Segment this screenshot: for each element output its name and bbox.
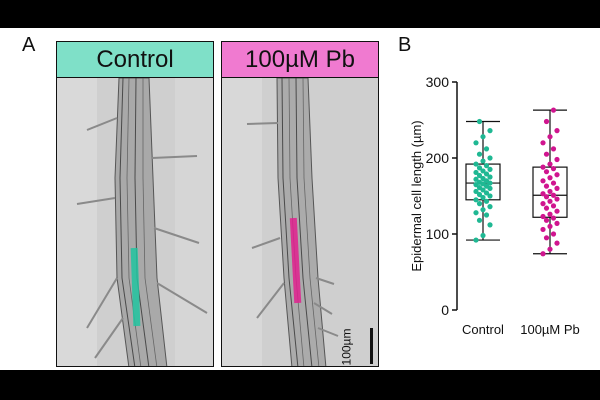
data-point-0-38	[476, 151, 483, 157]
data-point-1-25	[540, 178, 546, 184]
data-point-1-32	[554, 156, 560, 163]
x-category-label-0: Control	[462, 322, 504, 337]
data-point-1-35	[540, 140, 546, 146]
data-point-0-26	[480, 175, 486, 182]
figure: A B Control 100µM Pb	[0, 28, 600, 370]
data-point-1-24	[550, 180, 557, 186]
data-point-1-31	[547, 161, 553, 167]
data-point-1-27	[554, 172, 560, 178]
data-point-0-40	[473, 140, 479, 146]
data-point-0-30	[473, 169, 479, 176]
data-point-1-16	[547, 198, 553, 204]
data-point-0-10	[473, 197, 479, 203]
data-point-0-9	[483, 198, 490, 204]
root-image-control	[57, 78, 213, 366]
y-axis-label: Epidermal cell length (µm)	[409, 120, 424, 271]
data-point-0-31	[480, 168, 486, 174]
data-point-0-33	[476, 165, 483, 171]
data-point-0-36	[480, 158, 486, 164]
y-tick-label-2: 200	[426, 150, 450, 166]
data-point-0-32	[487, 166, 493, 172]
data-point-1-11	[547, 211, 553, 217]
data-point-0-29	[483, 171, 490, 177]
y-tick-label-1: 100	[426, 226, 450, 242]
data-point-1-26	[547, 175, 553, 181]
data-point-1-20	[540, 191, 546, 197]
data-point-1-37	[554, 128, 560, 134]
panel-letter-a: A	[22, 34, 36, 56]
data-point-0-4	[483, 212, 490, 218]
data-point-0-1	[480, 232, 486, 239]
data-point-1-13	[543, 205, 550, 211]
data-point-0-6	[480, 207, 486, 213]
data-point-0-15	[473, 188, 479, 195]
data-point-1-19	[550, 192, 557, 198]
data-point-1-12	[554, 208, 560, 214]
data-point-1-1	[547, 246, 553, 252]
data-point-1-21	[547, 188, 553, 195]
data-point-1-18	[543, 194, 550, 200]
data-point-1-29	[550, 166, 557, 172]
micrograph-pb-header: 100µM Pb	[222, 42, 378, 78]
micrograph-control-header: Control	[57, 42, 213, 78]
data-point-1-3	[543, 235, 550, 241]
x-category-label-1: 100µM Pb	[520, 322, 580, 337]
data-point-0-2	[487, 222, 493, 228]
data-point-1-8	[543, 217, 550, 223]
micrograph-pb: 100µM Pb 100µm	[221, 41, 379, 367]
data-point-1-9	[550, 215, 557, 221]
data-point-1-0	[540, 251, 546, 257]
data-point-1-15	[540, 201, 546, 207]
micrograph-control: Control	[56, 41, 214, 367]
data-point-1-33	[543, 151, 550, 157]
scale-bar	[370, 328, 373, 364]
data-point-0-43	[476, 118, 483, 125]
data-point-0-12	[487, 193, 493, 199]
data-point-1-28	[543, 169, 550, 175]
highlighted-cell-pb	[289, 217, 302, 304]
data-point-0-0	[473, 237, 479, 243]
data-point-0-28	[476, 172, 483, 179]
y-tick-label-0: 0	[441, 302, 449, 318]
data-point-1-14	[550, 203, 557, 209]
data-point-0-11	[480, 194, 486, 201]
box-1	[532, 166, 568, 218]
data-point-0-3	[476, 217, 483, 223]
data-point-0-37	[487, 155, 493, 161]
data-point-1-36	[547, 134, 553, 140]
highlighted-cell-control	[130, 247, 141, 327]
box-plot: 0 100 200 300 Epidermal cell length (µm) Cont…	[409, 74, 580, 337]
data-point-1-10	[540, 213, 546, 220]
data-point-1-38	[543, 118, 550, 125]
data-point-0-23	[476, 179, 483, 185]
data-point-0-34	[483, 163, 490, 169]
data-point-1-6	[547, 223, 553, 229]
data-point-1-23	[543, 183, 550, 189]
panel-letter-b: B	[398, 34, 412, 56]
data-point-0-18	[476, 185, 483, 191]
data-point-0-42	[487, 128, 493, 134]
data-point-0-8	[476, 201, 483, 207]
data-point-1-5	[540, 226, 546, 233]
y-tick-label-3: 300	[426, 74, 450, 90]
data-point-1-17	[554, 196, 560, 202]
data-point-1-30	[540, 164, 546, 170]
data-point-0-14	[483, 190, 490, 196]
scale-bar-label: 100µm	[339, 328, 354, 366]
data-point-1-22	[554, 185, 560, 191]
data-point-0-25	[473, 176, 479, 182]
data-point-0-35	[473, 161, 479, 167]
data-point-1-7	[554, 220, 560, 226]
data-point-0-41	[480, 134, 486, 140]
data-point-0-39	[483, 146, 490, 152]
data-point-1-2	[554, 240, 560, 246]
data-point-1-34	[550, 146, 557, 152]
data-point-0-5	[473, 210, 479, 216]
data-point-0-7	[487, 204, 493, 210]
data-point-0-13	[476, 191, 483, 198]
data-point-1-39	[550, 107, 557, 113]
data-point-0-27	[487, 174, 493, 180]
data-point-1-4	[550, 231, 557, 237]
root-image-pb	[222, 78, 378, 366]
